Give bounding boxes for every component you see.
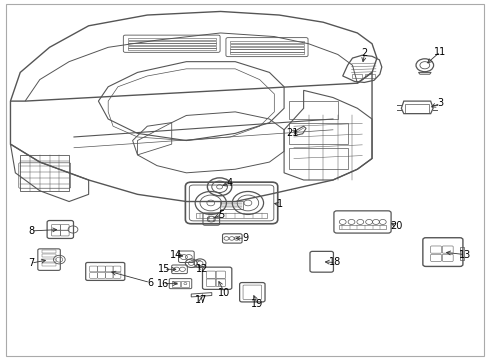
Text: 1: 1: [277, 199, 283, 210]
Text: 19: 19: [251, 299, 263, 309]
Bar: [230, 41, 304, 43]
Text: 13: 13: [459, 249, 471, 260]
Text: 10: 10: [219, 288, 231, 298]
Bar: [405, 104, 429, 113]
Bar: [289, 123, 347, 144]
Bar: [351, 74, 362, 78]
Bar: [172, 281, 180, 287]
Bar: [128, 45, 216, 48]
Bar: [42, 263, 56, 266]
Bar: [42, 258, 56, 262]
Bar: [128, 48, 216, 50]
Text: 15: 15: [158, 264, 170, 274]
Bar: [128, 43, 216, 45]
Text: 16: 16: [157, 279, 169, 289]
Bar: [220, 201, 243, 209]
Bar: [230, 49, 304, 51]
Bar: [196, 213, 267, 218]
Text: 6: 6: [147, 278, 153, 288]
Bar: [289, 101, 338, 119]
Text: 12: 12: [196, 264, 209, 274]
Text: 7: 7: [28, 258, 34, 268]
Bar: [42, 254, 56, 257]
Text: 11: 11: [434, 46, 446, 57]
Text: 4: 4: [226, 178, 232, 188]
Text: 5: 5: [219, 210, 225, 220]
Text: 17: 17: [195, 296, 207, 306]
Text: 2: 2: [362, 48, 368, 58]
Bar: [42, 250, 56, 253]
Bar: [128, 38, 216, 40]
Text: 3: 3: [438, 98, 443, 108]
Bar: [20, 155, 69, 191]
Bar: [128, 41, 216, 42]
Text: 8: 8: [28, 226, 34, 236]
Bar: [289, 148, 347, 169]
Bar: [339, 225, 386, 229]
Text: 21: 21: [287, 128, 299, 138]
Bar: [230, 44, 304, 46]
Bar: [230, 46, 304, 49]
Bar: [460, 247, 464, 260]
Bar: [365, 74, 375, 78]
Bar: [230, 52, 304, 54]
Text: 20: 20: [390, 221, 403, 231]
Text: 9: 9: [242, 233, 248, 243]
Text: 14: 14: [170, 249, 182, 260]
Text: 18: 18: [329, 257, 342, 267]
Bar: [181, 281, 189, 287]
